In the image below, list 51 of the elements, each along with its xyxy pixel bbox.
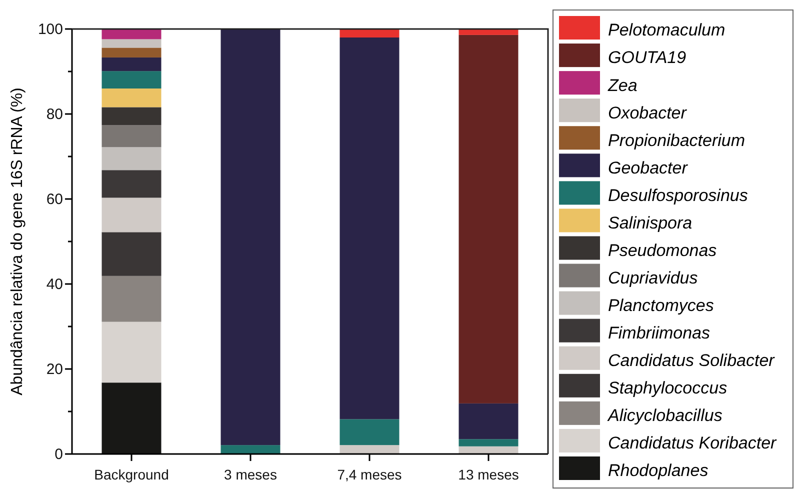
bar — [458, 439, 518, 446]
legend-label: Geobacter — [608, 158, 689, 178]
bar — [102, 71, 162, 88]
y-tick-label: 0 — [54, 446, 63, 463]
legend-label: Staphylococcus — [608, 378, 728, 398]
legend-label: Rhodoplanes — [608, 461, 709, 480]
x-tick-label: 13 meses — [458, 466, 519, 482]
bar — [458, 446, 518, 454]
legend-label: Candidatus Solibacter — [608, 351, 776, 370]
bar — [102, 48, 162, 58]
bar — [102, 382, 162, 454]
bar — [340, 419, 400, 446]
legend-label: Pelotomaculum — [608, 20, 726, 40]
bar — [102, 322, 162, 383]
bar — [102, 125, 162, 148]
y-tick-label: 100 — [38, 20, 63, 38]
bar — [102, 276, 162, 322]
legend-label: Propionibacterium — [608, 130, 746, 150]
bar — [340, 445, 400, 454]
y-tick-label: 20 — [46, 360, 63, 378]
bar — [102, 88, 162, 108]
legend-label: Zea — [607, 76, 638, 95]
legend-label: Oxobacter — [608, 103, 688, 122]
legend-label: Desulfosporosinus — [608, 186, 748, 205]
x-tick-label: 7,4 meses — [337, 466, 402, 482]
x-tick-label: Background — [94, 466, 169, 482]
bar — [220, 445, 280, 454]
bar — [102, 57, 162, 72]
y-tick-label: 60 — [46, 190, 63, 208]
bar — [102, 39, 162, 48]
legend-label: Candidatus Koribacter — [608, 434, 778, 453]
legend-label: GOUTA19 — [608, 48, 687, 68]
legend-label: Pseudomonas — [608, 240, 718, 260]
bar — [220, 29, 280, 446]
bar — [340, 38, 400, 420]
legend-label: Planctomyces — [608, 296, 714, 316]
y-tick-label: 80 — [46, 106, 63, 123]
bar — [102, 147, 162, 170]
bar — [102, 170, 162, 198]
bar — [102, 232, 162, 276]
legend-label: Cupriavidus — [608, 268, 698, 288]
y-tick-label: 40 — [46, 276, 63, 293]
bar — [102, 198, 162, 232]
bar — [102, 107, 162, 126]
legend-label: Salinispora — [608, 213, 692, 232]
legend-label: Fimbriimonas — [608, 324, 711, 343]
x-tick-label: 3 meses — [224, 466, 277, 482]
legend-label: Alicyclobacillus — [607, 406, 723, 426]
bar — [458, 403, 518, 440]
bar — [458, 34, 518, 404]
y-axis-title: Abundância relativa do gene 16S rRNA (%) — [9, 88, 26, 396]
